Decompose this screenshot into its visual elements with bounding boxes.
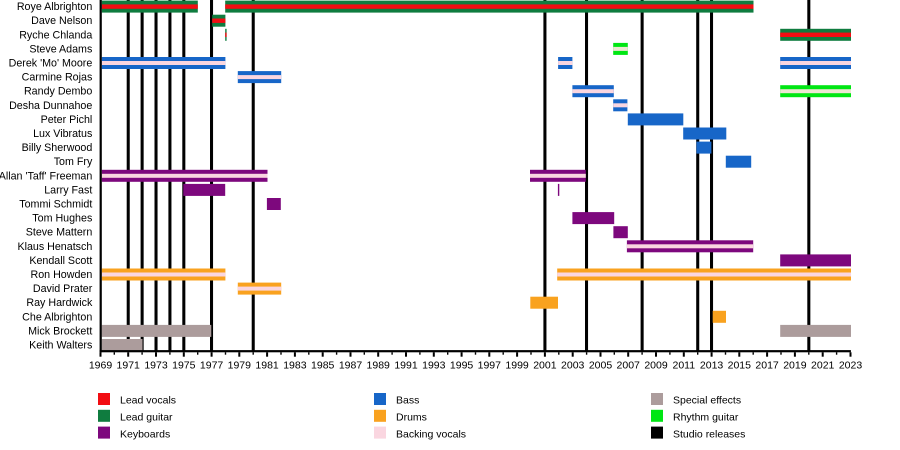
svg-text:Steve Mattern: Steve Mattern (26, 227, 93, 239)
svg-text:Keith Walters: Keith Walters (29, 340, 92, 352)
svg-text:Backing vocals: Backing vocals (396, 428, 466, 440)
svg-text:Desha Dunnahoe: Desha Dunnahoe (9, 100, 92, 112)
svg-text:Che Albrighton: Che Albrighton (22, 311, 92, 323)
svg-text:2017: 2017 (755, 359, 779, 371)
svg-text:Studio releases: Studio releases (673, 428, 745, 440)
svg-text:1987: 1987 (339, 359, 363, 371)
svg-text:Carmine Rojas: Carmine Rojas (22, 72, 93, 84)
svg-text:1999: 1999 (505, 359, 529, 371)
svg-text:1991: 1991 (394, 359, 418, 371)
svg-text:Kendall Scott: Kendall Scott (29, 255, 92, 267)
svg-text:1975: 1975 (172, 359, 196, 371)
svg-text:1981: 1981 (255, 359, 279, 371)
svg-text:Ryche Chlanda: Ryche Chlanda (19, 29, 92, 41)
svg-text:Special effects: Special effects (673, 395, 741, 407)
svg-text:Lux Vibratus: Lux Vibratus (33, 128, 92, 140)
svg-text:2009: 2009 (644, 359, 668, 371)
svg-text:2021: 2021 (811, 359, 835, 371)
svg-text:Rhythm guitar: Rhythm guitar (673, 412, 739, 424)
svg-text:2015: 2015 (728, 359, 752, 371)
svg-text:1979: 1979 (228, 359, 252, 371)
svg-text:2003: 2003 (561, 359, 585, 371)
svg-text:1995: 1995 (450, 359, 474, 371)
svg-text:Steve Adams: Steve Adams (29, 43, 92, 55)
svg-text:Tom Fry: Tom Fry (54, 156, 93, 168)
svg-text:Peter Pichl: Peter Pichl (41, 114, 93, 126)
svg-text:1989: 1989 (367, 359, 391, 371)
svg-text:Allan 'Taff' Freeman: Allan 'Taff' Freeman (0, 170, 92, 182)
svg-text:Bass: Bass (396, 395, 419, 407)
svg-text:2023: 2023 (839, 359, 863, 371)
svg-text:1997: 1997 (478, 359, 502, 371)
svg-text:Derek 'Mo' Moore: Derek 'Mo' Moore (9, 58, 93, 70)
svg-text:Billy Sherwood: Billy Sherwood (22, 142, 93, 154)
svg-text:Larry Fast: Larry Fast (44, 184, 92, 196)
svg-text:2011: 2011 (673, 359, 696, 371)
svg-text:1993: 1993 (422, 359, 446, 371)
svg-text:2007: 2007 (617, 359, 641, 371)
svg-text:Ray Hardwick: Ray Hardwick (26, 297, 93, 309)
svg-text:Roye Albrighton: Roye Albrighton (17, 1, 93, 13)
svg-text:Klaus Henatsch: Klaus Henatsch (17, 241, 92, 253)
svg-text:1973: 1973 (144, 359, 168, 371)
svg-text:2019: 2019 (783, 359, 807, 371)
svg-text:Ron Howden: Ron Howden (31, 269, 93, 281)
svg-text:2001: 2001 (533, 359, 557, 371)
svg-text:Lead vocals: Lead vocals (120, 395, 176, 407)
svg-text:Lead guitar: Lead guitar (120, 412, 173, 424)
svg-text:1983: 1983 (283, 359, 307, 371)
svg-text:Mick Brockett: Mick Brockett (28, 325, 92, 337)
svg-text:Drums: Drums (396, 412, 427, 424)
svg-text:2005: 2005 (589, 359, 613, 371)
svg-text:1971: 1971 (117, 359, 141, 371)
svg-text:1977: 1977 (200, 359, 224, 371)
svg-text:1969: 1969 (89, 359, 113, 371)
svg-text:David Prater: David Prater (33, 283, 93, 295)
svg-text:2013: 2013 (700, 359, 724, 371)
svg-text:1985: 1985 (311, 359, 335, 371)
svg-text:Keyboards: Keyboards (120, 428, 170, 440)
svg-text:Tommi Schmidt: Tommi Schmidt (19, 199, 92, 211)
svg-text:Tom Hughes: Tom Hughes (32, 213, 92, 225)
svg-text:Randy Dembo: Randy Dembo (24, 86, 92, 98)
svg-text:Dave Nelson: Dave Nelson (31, 15, 92, 27)
